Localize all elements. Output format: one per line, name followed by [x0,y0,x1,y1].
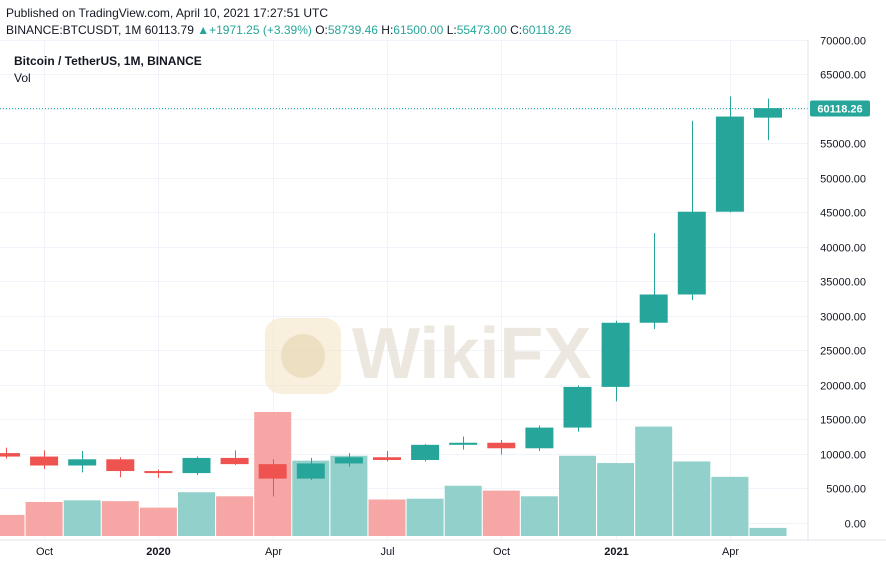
time-tick-label: 2021 [604,546,628,558]
volume-bar [559,455,596,536]
open-label: O: [315,23,328,37]
candle-body [639,294,668,323]
volume-bar [482,490,520,536]
price-tick-label: 5000.00 [826,484,866,496]
volume-bar [444,485,482,536]
change-value: +1971.25 (+3.39%) [209,23,312,37]
last-price-label-text: 60118.26 [817,104,862,116]
volume-bar [139,507,177,536]
high-label: H: [381,23,394,37]
time-tick-label: Jul [380,546,394,558]
candle-body [449,442,478,445]
volume-bar [0,514,25,536]
legend-vol[interactable]: Vol [14,71,31,85]
candle-body [296,463,325,479]
high-value: 61500.00 [393,23,444,37]
candle-body [0,453,20,457]
watermark-text: WikiFX [352,314,591,394]
watermark: WikiFX [265,314,591,394]
candle-body [715,116,744,212]
candle-body [182,457,211,474]
volume-bar [673,461,711,536]
price-tick-label: 45000.00 [820,208,866,220]
candle-body [563,386,592,428]
time-tick-label: 2020 [146,546,170,558]
volume-bars [0,412,787,536]
candle-body [677,211,706,295]
price-tick-label: 65000.00 [820,70,866,82]
price-tick-label: 70000.00 [820,36,866,48]
ohlc-line: BINANCE:BTCUSDT, 1M 60113.79 ▲+1971.25 (… [6,22,571,39]
price-tick-label: 20000.00 [820,381,866,393]
watermark-logo-mark [281,334,325,378]
price-axis[interactable]: 70000.0065000.0060000.0055000.0050000.00… [820,36,866,531]
price-tick-label: 30000.00 [820,312,866,324]
candle-body [334,457,363,464]
volume-bar [520,496,558,536]
time-tick-label: Oct [493,546,510,558]
last-price-label: 60118.26 [810,100,870,117]
volume-bar [711,476,749,536]
time-axis[interactable]: Oct 2020 Apr Jul Oct 2021 Apr [36,546,739,558]
time-tick-label: Apr [265,546,282,558]
time-tick-label: Oct [36,546,53,558]
price-tick-label: 50000.00 [820,174,866,186]
candles [0,96,782,497]
candle-body [411,444,440,460]
candle-body [106,459,135,472]
time-tick-label: Apr [722,546,739,558]
candle-body [754,108,782,118]
volume-bar [597,463,635,536]
volume-bar [330,455,368,536]
last-price-value: 60113.79 [144,23,194,37]
volume-bar [101,501,139,536]
candle-body [601,322,630,387]
candle-body [373,457,401,460]
candle-body [220,457,249,465]
candle-body [258,464,287,479]
volume-bar [25,501,63,536]
close-value: 60118.26 [522,23,572,37]
volume-bar [63,500,101,536]
close-label: C: [510,23,523,37]
legend-title[interactable]: Bitcoin / TetherUS, 1M, BINANCE [14,54,202,68]
candle-body [144,471,173,474]
volume-bar [749,527,787,536]
open-value: 58739.46 [327,23,378,37]
volume-bar [216,496,254,536]
last-price-label-bg [810,100,870,117]
candle-body [525,427,554,449]
volume-bar [635,426,673,536]
price-tick-label: 55000.00 [820,139,866,151]
price-tick-label: 35000.00 [820,277,866,289]
low-label: L: [446,23,457,37]
symbol-line: BINANCE:BTCUSDT, 1M [6,23,142,37]
candle-body [30,456,59,466]
candle-body [487,442,516,449]
low-value: 55473.00 [456,23,507,37]
volume-bar [178,492,215,536]
published-line: Published on TradingView.com, April 10, … [6,6,328,20]
chart-legend: Bitcoin / TetherUS, 1M, BINANCE Vol [14,53,202,87]
candle-body [68,459,97,466]
chart-header: Published on TradingView.com, April 10, … [6,5,571,39]
change-up-icon: ▲ [197,23,210,37]
price-tick-label: 25000.00 [820,346,866,358]
price-tick-label: 40000.00 [820,243,866,255]
volume-bar [406,498,444,536]
price-tick-label: 10000.00 [820,450,866,462]
price-tick-label: 15000.00 [820,415,866,427]
price-tick-label: 0.00 [845,519,866,531]
volume-bar [368,499,406,536]
